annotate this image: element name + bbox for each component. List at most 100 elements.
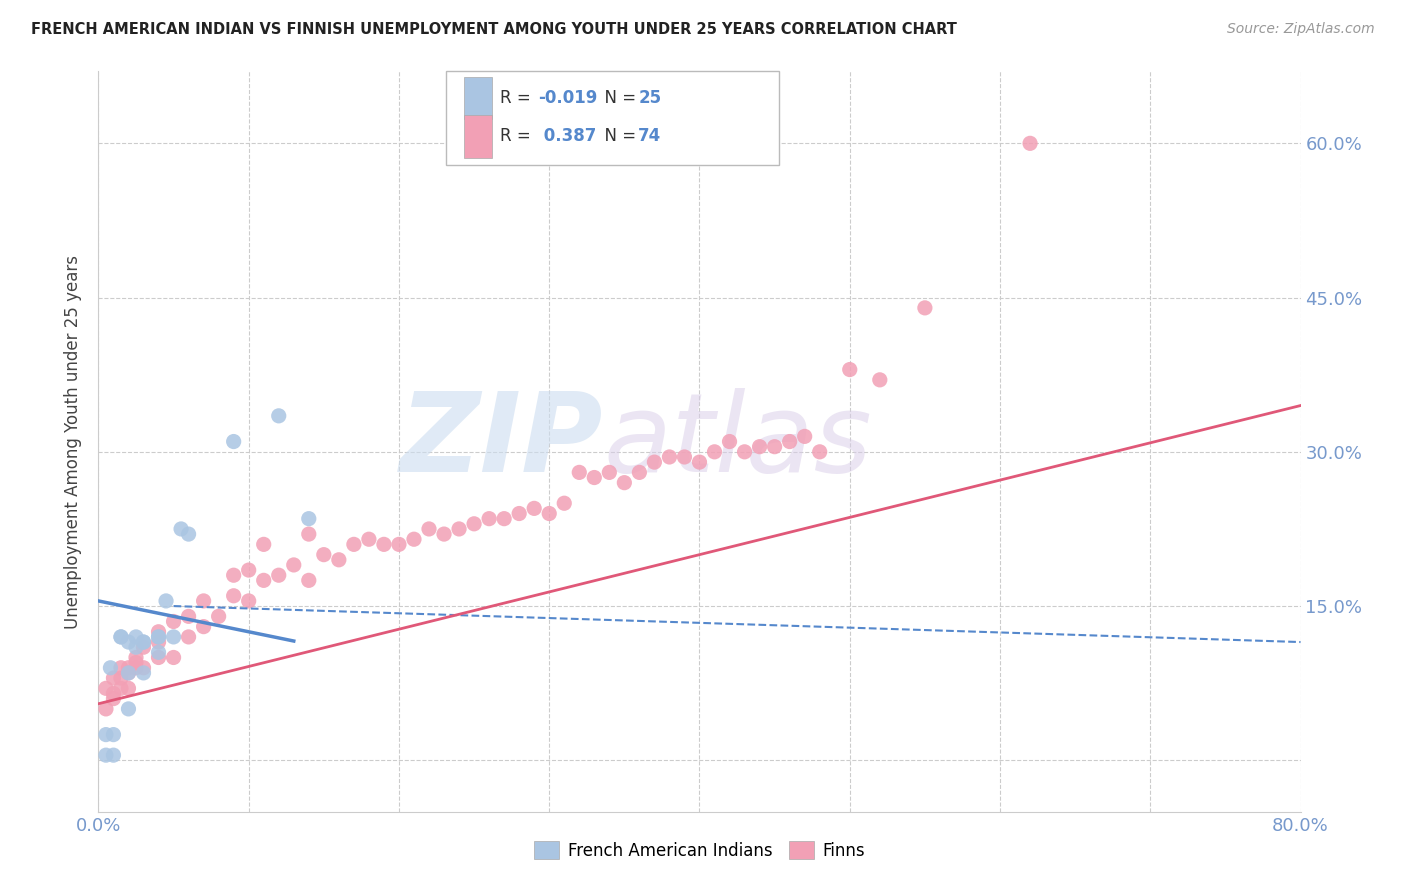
Point bbox=[643, 455, 665, 469]
Text: 0.387: 0.387 bbox=[538, 128, 596, 145]
Point bbox=[222, 568, 245, 582]
Point bbox=[914, 301, 936, 315]
Point bbox=[117, 635, 139, 649]
Point bbox=[402, 533, 425, 547]
Point bbox=[132, 635, 155, 649]
Point bbox=[478, 511, 501, 525]
Point bbox=[343, 537, 366, 551]
Point bbox=[94, 681, 117, 696]
Y-axis label: Unemployment Among Youth under 25 years: Unemployment Among Youth under 25 years bbox=[65, 254, 83, 629]
Text: N =: N = bbox=[593, 128, 641, 145]
Text: ZIP: ZIP bbox=[399, 388, 603, 495]
Point bbox=[838, 362, 860, 376]
Text: R =: R = bbox=[501, 89, 536, 107]
Point bbox=[748, 440, 770, 454]
Point bbox=[117, 661, 139, 675]
Point bbox=[673, 450, 696, 464]
Point bbox=[148, 630, 170, 644]
Point bbox=[598, 466, 620, 480]
Point bbox=[117, 665, 139, 680]
Text: N =: N = bbox=[593, 89, 641, 107]
Point bbox=[177, 630, 200, 644]
Point bbox=[1019, 136, 1042, 151]
Point bbox=[253, 574, 276, 588]
Point bbox=[718, 434, 741, 449]
Text: -0.019: -0.019 bbox=[538, 89, 598, 107]
Point bbox=[447, 522, 470, 536]
Point bbox=[779, 434, 801, 449]
Point bbox=[658, 450, 681, 464]
Point bbox=[388, 537, 411, 551]
Point bbox=[523, 501, 546, 516]
Point bbox=[125, 656, 148, 670]
Point bbox=[117, 665, 139, 680]
Point bbox=[583, 470, 606, 484]
Point bbox=[110, 671, 132, 685]
Point bbox=[613, 475, 636, 490]
Point bbox=[298, 527, 321, 541]
Point bbox=[628, 466, 651, 480]
Point bbox=[238, 594, 260, 608]
Point bbox=[357, 533, 380, 547]
Point bbox=[94, 702, 117, 716]
Point bbox=[689, 455, 711, 469]
Point bbox=[373, 537, 395, 551]
Point bbox=[94, 728, 117, 742]
Point bbox=[793, 429, 815, 443]
Point bbox=[162, 615, 184, 629]
Point bbox=[125, 640, 148, 655]
Point bbox=[298, 511, 321, 525]
Point bbox=[177, 609, 200, 624]
Point bbox=[553, 496, 575, 510]
Point bbox=[103, 728, 125, 742]
Point bbox=[132, 665, 155, 680]
Point bbox=[125, 630, 148, 644]
Point bbox=[267, 568, 290, 582]
Point bbox=[433, 527, 456, 541]
Point bbox=[162, 650, 184, 665]
Point bbox=[193, 594, 215, 608]
Point bbox=[253, 537, 276, 551]
Legend: French American Indians, Finns: French American Indians, Finns bbox=[527, 835, 872, 866]
Point bbox=[110, 661, 132, 675]
Point bbox=[110, 630, 132, 644]
Point bbox=[208, 609, 231, 624]
Point bbox=[162, 630, 184, 644]
Point bbox=[110, 681, 132, 696]
Point bbox=[283, 558, 305, 572]
Point bbox=[222, 434, 245, 449]
Point bbox=[538, 507, 561, 521]
Text: R =: R = bbox=[501, 128, 536, 145]
Text: Source: ZipAtlas.com: Source: ZipAtlas.com bbox=[1227, 22, 1375, 37]
Point bbox=[763, 440, 786, 454]
Point bbox=[328, 553, 350, 567]
Point bbox=[703, 445, 725, 459]
Point bbox=[103, 748, 125, 763]
Text: FRENCH AMERICAN INDIAN VS FINNISH UNEMPLOYMENT AMONG YOUTH UNDER 25 YEARS CORREL: FRENCH AMERICAN INDIAN VS FINNISH UNEMPL… bbox=[31, 22, 957, 37]
Point bbox=[148, 635, 170, 649]
Point bbox=[132, 640, 155, 655]
Point bbox=[808, 445, 831, 459]
Point bbox=[312, 548, 335, 562]
Point bbox=[418, 522, 440, 536]
Point bbox=[869, 373, 891, 387]
Point bbox=[103, 671, 125, 685]
Point bbox=[238, 563, 260, 577]
Point bbox=[117, 702, 139, 716]
Point bbox=[103, 691, 125, 706]
Point bbox=[734, 445, 756, 459]
Point bbox=[132, 661, 155, 675]
Point bbox=[103, 686, 125, 700]
Point bbox=[267, 409, 290, 423]
Point bbox=[148, 645, 170, 659]
Point bbox=[148, 624, 170, 639]
Point bbox=[148, 630, 170, 644]
Point bbox=[463, 516, 485, 531]
Point bbox=[494, 511, 516, 525]
Text: atlas: atlas bbox=[603, 388, 872, 495]
Point bbox=[155, 594, 177, 608]
Point bbox=[177, 527, 200, 541]
Point bbox=[132, 635, 155, 649]
Point bbox=[222, 589, 245, 603]
Point bbox=[117, 681, 139, 696]
